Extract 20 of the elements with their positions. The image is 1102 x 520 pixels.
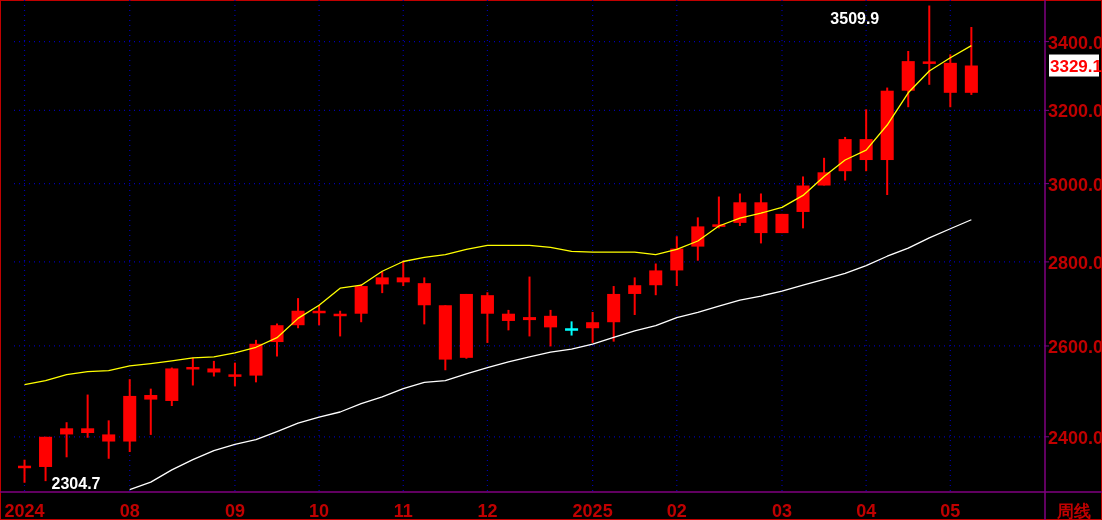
x-tick-label: 2024 [4,501,45,520]
annotation: 2304.7 [51,474,101,492]
x-tick-label: 09 [224,501,245,520]
y-tick-label: 3000.0 [1048,174,1102,195]
y-tick-label: 2400.0 [1048,427,1102,448]
text: 周线 [1055,502,1091,520]
x-tick-label: 02 [666,501,687,520]
y-tick-label: 3200.0 [1048,101,1102,122]
x-tick-label: 2025 [572,501,613,520]
y-tick-label: 2800.0 [1048,252,1102,273]
x-tick-label: 12 [477,501,498,520]
x-tick-label: 08 [119,501,140,520]
y-tick-label: 2600.0 [1048,336,1102,357]
annotation: 3509.9 [830,9,880,27]
y-tick-label: 3400.0 [1048,32,1102,53]
x-tick-label: 04 [856,501,877,520]
x-tick-label: 05 [940,501,961,520]
x-tick-label: 03 [771,501,793,520]
x-tick-label: 11 [393,501,413,520]
x-tick-label: 10 [309,501,330,520]
